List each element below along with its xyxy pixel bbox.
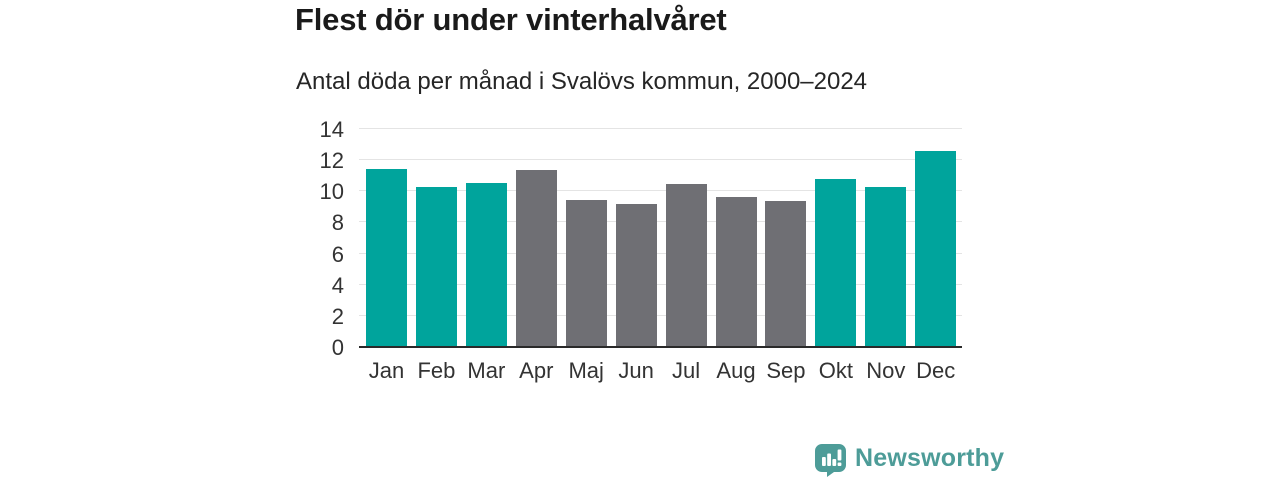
- y-tick-14: 14: [319, 117, 344, 142]
- brand-name: Newsworthy: [855, 443, 1005, 472]
- bar-jun: [615, 204, 657, 346]
- bar-mar: [465, 182, 507, 346]
- bar-chart-speech-bubble-icon: [815, 444, 846, 477]
- y-tick-0: 0: [331, 335, 344, 360]
- y-tick-4: 4: [331, 272, 344, 298]
- x-tick-jan: Jan: [368, 358, 405, 383]
- y-tick-2: 2: [331, 303, 344, 329]
- gridline-14: [359, 128, 962, 129]
- y-tick-10: 10: [319, 179, 344, 205]
- bar-nov: [865, 187, 907, 346]
- plot-area: [359, 128, 962, 348]
- x-tick-okt: Okt: [818, 358, 853, 383]
- x-tick-aug: Aug: [716, 358, 756, 383]
- chart-subtitle: Antal döda per månad i Svalövs kommun, 2…: [296, 68, 868, 95]
- y-tick-12: 12: [319, 148, 344, 174]
- x-tick-jul: Jul: [672, 358, 701, 383]
- bar-jul: [665, 184, 707, 346]
- newsworthy-brand: Newsworthy: [814, 443, 1004, 477]
- x-tick-apr: Apr: [519, 358, 554, 383]
- x-tick-maj: Maj: [568, 358, 604, 383]
- gridline-2: [359, 314, 962, 316]
- bar-apr: [515, 170, 557, 346]
- x-tick-jun: Jun: [618, 358, 654, 383]
- y-tick-8: 8: [331, 210, 344, 236]
- bar-maj: [565, 199, 607, 346]
- x-tick-feb: Feb: [417, 358, 456, 383]
- gridline-10: [359, 190, 962, 192]
- x-tick-dec: Dec: [916, 358, 956, 383]
- x-tick-sep: Sep: [766, 358, 806, 383]
- x-tick-nov: Nov: [866, 358, 906, 383]
- gridline-8: [359, 221, 962, 223]
- gridline-6: [359, 252, 962, 254]
- bar-dec: [915, 151, 957, 346]
- bar-feb: [415, 187, 457, 346]
- bar-sep: [765, 201, 807, 346]
- chart-title: Flest dör under vinterhalvåret: [295, 2, 727, 37]
- x-tick-mar: Mar: [467, 358, 506, 383]
- bar-aug: [715, 196, 757, 346]
- y-tick-6: 6: [331, 241, 344, 267]
- gridline-4: [359, 283, 962, 285]
- bar-jan: [366, 168, 407, 346]
- gridline-12: [359, 159, 962, 161]
- bar-okt: [815, 179, 857, 346]
